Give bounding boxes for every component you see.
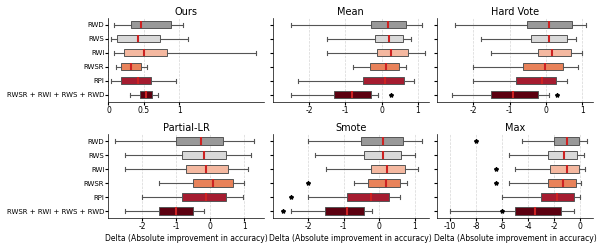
PathPatch shape	[550, 166, 579, 173]
PathPatch shape	[325, 208, 364, 215]
PathPatch shape	[117, 35, 160, 42]
Title: Ours: Ours	[175, 7, 198, 17]
PathPatch shape	[370, 63, 399, 70]
PathPatch shape	[131, 21, 171, 28]
PathPatch shape	[554, 138, 579, 145]
PathPatch shape	[548, 152, 577, 159]
PathPatch shape	[124, 49, 167, 56]
PathPatch shape	[515, 208, 560, 215]
PathPatch shape	[538, 49, 571, 56]
PathPatch shape	[375, 35, 403, 42]
PathPatch shape	[368, 180, 400, 187]
PathPatch shape	[176, 138, 223, 145]
PathPatch shape	[516, 77, 556, 84]
Title: Mean: Mean	[337, 7, 364, 17]
PathPatch shape	[548, 180, 576, 187]
PathPatch shape	[334, 91, 371, 98]
X-axis label: Delta (Absolute improvement in accuracy): Delta (Absolute improvement in accuracy)	[434, 234, 596, 243]
PathPatch shape	[523, 63, 563, 70]
PathPatch shape	[186, 166, 228, 173]
PathPatch shape	[363, 77, 404, 84]
PathPatch shape	[491, 91, 538, 98]
PathPatch shape	[182, 194, 226, 201]
PathPatch shape	[361, 138, 403, 145]
X-axis label: Delta (Absolute improvement in accuracy): Delta (Absolute improvement in accuracy)	[105, 234, 268, 243]
Title: Max: Max	[505, 123, 525, 133]
PathPatch shape	[541, 194, 574, 201]
PathPatch shape	[527, 21, 572, 28]
PathPatch shape	[121, 63, 141, 70]
PathPatch shape	[158, 208, 193, 215]
PathPatch shape	[364, 152, 401, 159]
Title: Hard Vote: Hard Vote	[491, 7, 539, 17]
PathPatch shape	[371, 166, 404, 173]
PathPatch shape	[140, 91, 152, 98]
PathPatch shape	[530, 35, 567, 42]
X-axis label: Delta (Absolute improvement in accuracy): Delta (Absolute improvement in accuracy)	[269, 234, 432, 243]
PathPatch shape	[371, 21, 406, 28]
Title: Smote: Smote	[335, 123, 367, 133]
PathPatch shape	[193, 180, 233, 187]
PathPatch shape	[377, 49, 408, 56]
PathPatch shape	[347, 194, 389, 201]
Title: Partial-LR: Partial-LR	[163, 123, 210, 133]
PathPatch shape	[182, 152, 226, 159]
PathPatch shape	[121, 77, 151, 84]
